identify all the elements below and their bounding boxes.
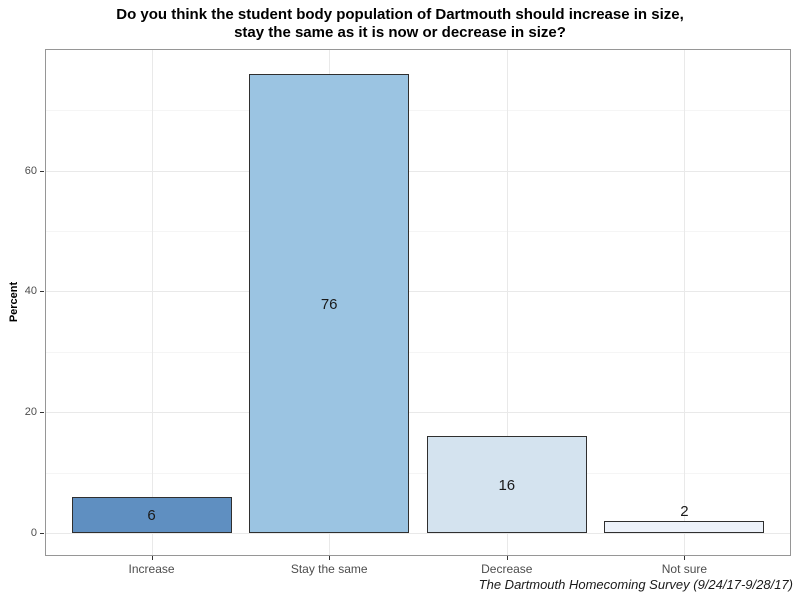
- bar-value-label-decrease: 16: [498, 477, 516, 495]
- gridline-major-40: [46, 291, 790, 293]
- gridline-minor-50: [46, 231, 790, 232]
- y-axis-tick-20: [40, 412, 44, 414]
- y-tick-label-40: 40: [24, 285, 37, 298]
- gridline-category-0: [151, 50, 153, 555]
- x-tick-label-not-sure: Not sure: [661, 562, 708, 576]
- y-axis-tick-60: [40, 170, 44, 172]
- y-tick-label-60: 60: [24, 164, 37, 177]
- x-axis-tick-0: [151, 556, 153, 560]
- chart-title: Do you think the student body population…: [0, 6, 800, 42]
- gridline-minor-70: [46, 110, 790, 112]
- chart-title-line1: Do you think the student body population…: [116, 6, 684, 23]
- bar-value-label-stay-the-same: 76: [320, 295, 338, 313]
- x-axis-tick-3: [684, 556, 686, 560]
- bar-not-sure: 2: [604, 503, 765, 533]
- gridline-minor-30: [46, 351, 790, 353]
- x-axis-tick-2: [506, 556, 508, 560]
- bar-increase: 6: [71, 496, 232, 533]
- bar-value-label-not-sure: 2: [680, 502, 689, 520]
- chart-title-line2: stay the same as it is now or decrease i…: [234, 24, 566, 41]
- gridline-major-60: [46, 170, 790, 172]
- bar-stay-the-same: 76: [249, 73, 410, 533]
- y-axis-tick-40: [40, 291, 44, 293]
- bar-value-label-increase: 6: [147, 507, 156, 525]
- gridline-major-0: [46, 533, 790, 534]
- x-tick-label-increase: Increase: [128, 562, 175, 576]
- x-tick-label-stay-the-same: Stay the same: [290, 562, 368, 576]
- bar-decrease: 16: [426, 436, 587, 533]
- plot-panel: [45, 49, 791, 556]
- y-tick-label-20: 20: [24, 406, 37, 419]
- y-axis-tick-0: [40, 533, 44, 534]
- gridline-category-2: [506, 50, 508, 555]
- gridline-major-20: [46, 412, 790, 414]
- x-tick-label-decrease: Decrease: [481, 562, 533, 576]
- gridline-minor-10: [46, 472, 790, 474]
- y-tick-label-0: 0: [30, 527, 37, 539]
- x-axis-tick-1: [329, 556, 331, 560]
- gridline-category-3: [684, 50, 686, 555]
- chart-caption: The Dartmouth Homecoming Survey (9/24/17…: [478, 577, 793, 592]
